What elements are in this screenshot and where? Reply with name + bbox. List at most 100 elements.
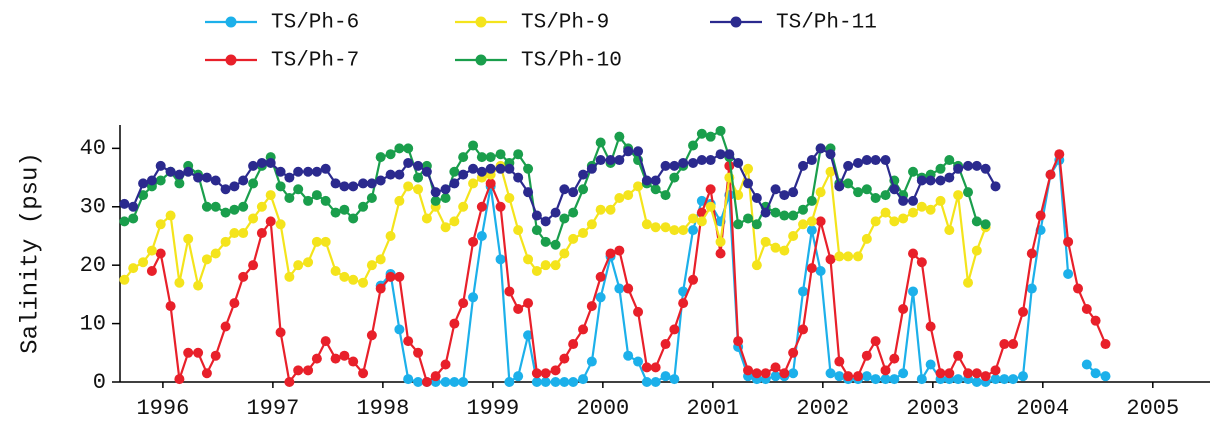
data-point [513,172,524,183]
data-point [440,359,451,370]
data-point [385,271,396,282]
data-point [605,248,616,259]
data-point [696,155,707,166]
data-point [1073,283,1084,294]
data-point [669,225,680,236]
data-point [165,166,176,177]
data-point [568,187,579,198]
data-point [650,362,661,373]
data-point [779,190,790,201]
data-point [880,374,891,385]
data-point [394,271,405,282]
data-point [248,178,259,189]
data-point [760,368,771,379]
data-point [825,166,836,177]
data-point [953,350,964,361]
data-point [1090,368,1101,379]
data-point [1018,306,1029,317]
data-point [394,169,405,180]
data-point [523,163,534,174]
data-point [788,230,799,241]
data-point [971,377,982,387]
data-point [614,245,625,256]
data-point [183,233,194,244]
data-point [980,219,991,230]
data-point [495,254,506,265]
data-point [999,339,1010,350]
data-point [578,228,589,239]
data-point [623,190,634,201]
data-point [155,219,166,230]
data-point [889,374,900,385]
data-point [660,371,671,382]
data-point [806,263,817,274]
data-point [174,277,185,288]
data-point [806,216,817,227]
data-point [220,207,231,218]
data-point [861,371,872,382]
data-point [174,178,185,189]
data-point [834,181,845,192]
data-point [880,207,891,218]
data-point [248,260,259,271]
data-point [119,198,130,209]
data-point [944,155,955,166]
data-point [430,187,441,198]
data-point [916,175,927,186]
legend-label: TS/Ph-7 [271,50,359,73]
data-point [550,365,561,376]
data-point [394,195,405,206]
data-point [641,362,652,373]
data-point [578,184,589,195]
data-point [853,251,864,262]
data-point [504,193,515,204]
data-point [880,190,891,201]
legend-swatch-marker [225,54,237,66]
data-point [743,178,754,189]
data-point [568,377,579,387]
data-point [385,230,396,241]
legend-item: TS/Ph-6 [205,12,359,35]
data-point [504,377,515,387]
data-point [578,169,589,180]
data-point [568,207,579,218]
data-point [421,377,432,387]
data-point [201,201,212,212]
data-point [394,324,405,335]
x-tick-label: 1999 [466,396,519,418]
data-point [1054,149,1065,160]
data-point [733,336,744,347]
data-point [375,254,386,265]
data-point [174,169,185,180]
data-point [870,336,881,347]
data-point [550,260,561,271]
data-point [550,377,561,387]
data-point [705,155,716,166]
data-point [696,216,707,227]
data-point [788,368,799,379]
data-point [293,184,304,195]
data-point [688,157,699,168]
data-point [430,371,441,382]
data-point [348,213,359,224]
data-point [229,181,240,192]
data-point [403,143,414,154]
data-point [220,184,231,195]
data-point [339,181,350,192]
data-point [495,163,506,174]
data-point [375,175,386,186]
data-point [743,213,754,224]
data-point [339,350,350,361]
data-point [248,160,259,171]
data-point [715,236,726,247]
data-point [440,377,451,387]
data-point [614,283,625,294]
data-point [925,204,936,215]
data-point [815,216,826,227]
data-point [944,368,955,379]
data-point [403,181,414,192]
data-point [779,210,790,221]
data-point [495,149,506,160]
data-point [605,155,616,166]
